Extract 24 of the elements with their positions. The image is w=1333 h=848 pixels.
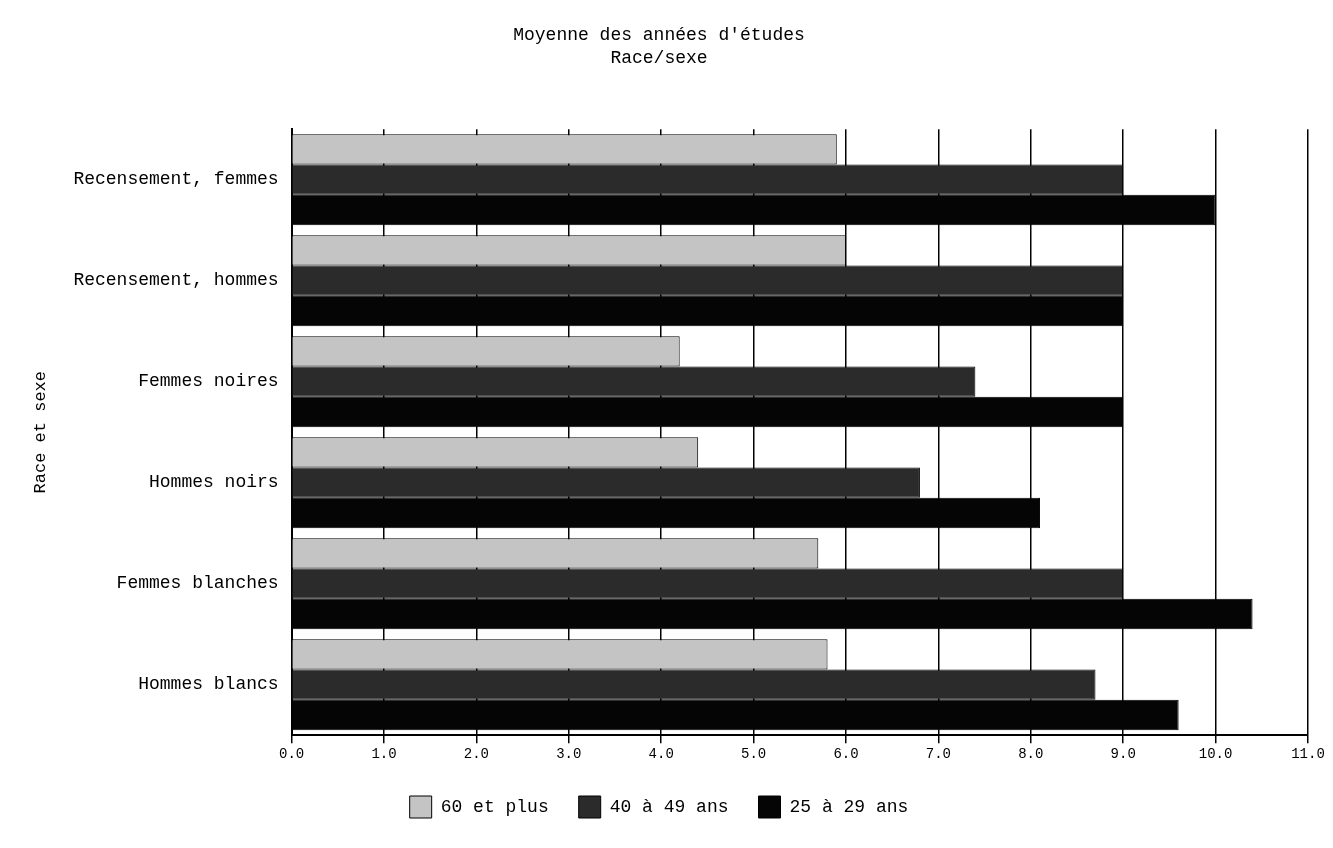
legend-label: 25 à 29 ans bbox=[789, 796, 909, 817]
x-tick-label: 8.0 bbox=[1018, 746, 1044, 763]
legend-label: 40 à 49 ans bbox=[609, 796, 729, 817]
chart-title: Moyenne des années d'études bbox=[513, 24, 805, 45]
x-tick-label: 4.0 bbox=[648, 746, 674, 763]
x-tick-label: 10.0 bbox=[1198, 746, 1233, 763]
y-tick-label: Recensement, hommes bbox=[73, 270, 279, 291]
x-tick-label: 9.0 bbox=[1110, 746, 1136, 763]
y-tick-label: Hommes noirs bbox=[149, 472, 279, 493]
x-tick-label: 7.0 bbox=[925, 746, 952, 763]
y-tick-label: Hommes blancs bbox=[138, 674, 279, 695]
y-tick-label: Recensement, femmes bbox=[73, 169, 279, 190]
y-axis-title: Race et sexe bbox=[30, 370, 50, 494]
x-tick-label: 2.0 bbox=[463, 746, 490, 763]
chart-subtitle: Race/sexe bbox=[610, 48, 708, 69]
x-tick-label: 3.0 bbox=[556, 746, 582, 763]
legend-label: 60 et plus bbox=[440, 796, 549, 817]
x-tick-label: 11.0 bbox=[1291, 746, 1325, 763]
x-tick-label: 1.0 bbox=[371, 746, 397, 763]
x-tick-label: 0.0 bbox=[279, 746, 305, 763]
x-tick-label: 5.0 bbox=[741, 746, 767, 763]
y-tick-label: Femmes noires bbox=[138, 371, 279, 392]
y-tick-label: Femmes blanches bbox=[116, 573, 279, 594]
x-tick-label: 6.0 bbox=[833, 746, 859, 763]
